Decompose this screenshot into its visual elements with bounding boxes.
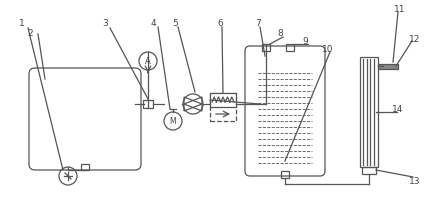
FancyBboxPatch shape [245,46,325,176]
Text: 14: 14 [392,104,404,113]
Text: 2: 2 [27,29,33,38]
Text: A: A [145,56,151,65]
Text: 11: 11 [394,5,406,14]
Text: 8: 8 [277,29,283,38]
Bar [262,44,270,51]
Bar [143,100,153,108]
Bar [81,164,89,170]
Text: 1: 1 [19,19,25,28]
Text: 12: 12 [409,34,421,43]
Bar [360,57,378,167]
Text: M: M [170,116,176,125]
Text: 10: 10 [322,45,334,54]
Text: 4: 4 [150,19,156,28]
Bar [210,93,236,107]
Text: 5: 5 [172,19,178,28]
Bar [378,64,398,69]
Text: 13: 13 [409,176,421,186]
Bar [281,171,289,178]
Text: 7: 7 [255,19,261,28]
Bar [210,93,236,121]
Bar [362,167,376,174]
Text: 6: 6 [217,19,223,28]
Bar [286,44,294,51]
Text: 3: 3 [102,19,108,28]
Text: 9: 9 [302,37,308,46]
